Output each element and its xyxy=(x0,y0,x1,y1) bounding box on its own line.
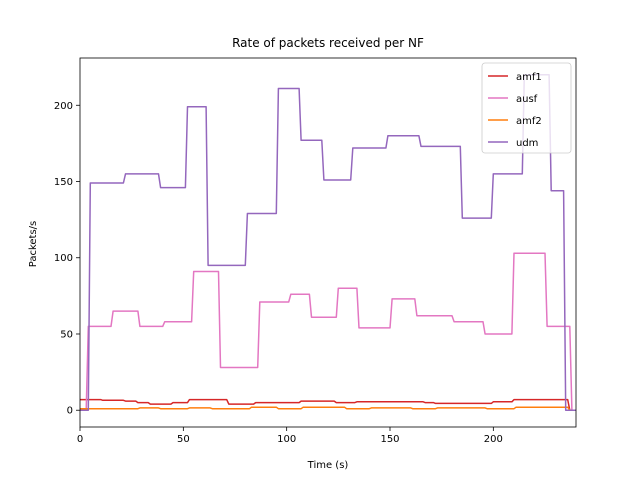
series-line-ausf xyxy=(80,252,576,411)
y-axis: 0 50 100 150 200 xyxy=(54,101,80,417)
x-tick-label: 0 xyxy=(77,434,83,445)
series-line-udm xyxy=(80,74,576,411)
legend: amf1 ausf amf2 udm xyxy=(481,62,572,154)
x-tick-label: 200 xyxy=(484,434,503,445)
y-axis-title: Packets/s xyxy=(28,221,39,268)
y-tick-label: 200 xyxy=(54,101,73,112)
y-tick-label: 150 xyxy=(54,177,73,188)
legend-label-amf2: amf2 xyxy=(516,116,542,127)
legend-label-ausf: ausf xyxy=(516,94,538,105)
chart-title: Rate of packets received per NF xyxy=(232,36,424,50)
legend-label-udm: udm xyxy=(516,138,538,149)
x-tick-label: 100 xyxy=(277,434,296,445)
legend-box xyxy=(481,62,572,154)
x-axis: 0 50 100 150 200 xyxy=(77,427,503,445)
y-tick-label: 0 xyxy=(67,406,73,417)
plot-lines xyxy=(80,74,576,411)
legend-label-amf1: amf1 xyxy=(516,72,542,83)
series-line-amf2 xyxy=(80,406,576,411)
y-tick-label: 100 xyxy=(54,253,73,264)
plot-frame xyxy=(79,57,577,428)
x-tick-label: 150 xyxy=(380,434,399,445)
x-tick-label: 50 xyxy=(177,434,190,445)
y-tick-label: 50 xyxy=(60,329,73,340)
x-axis-title: Time (s) xyxy=(307,460,349,471)
series-line-amf1 xyxy=(80,398,576,411)
